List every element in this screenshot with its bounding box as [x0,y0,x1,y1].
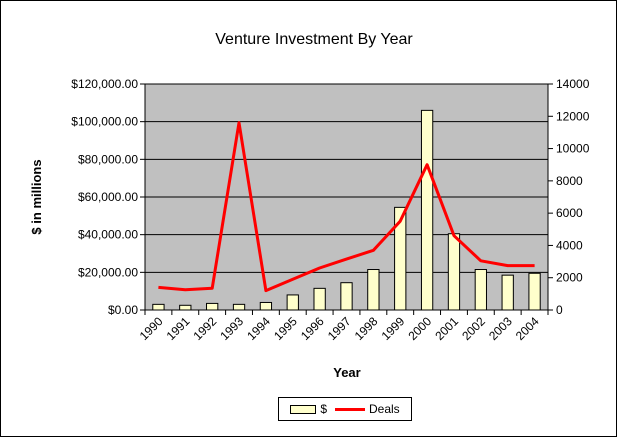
bar-1993 [232,303,246,311]
bar-2003 [501,274,514,311]
bar-2001 [447,233,461,311]
y-tick-label: $100,000.00 [71,115,138,129]
legend: $ Deals [278,397,412,421]
y2-tick-label: 10000 [556,142,590,156]
legend-label-deals: Deals [369,402,400,416]
bar-1998 [367,269,380,311]
gridlines [145,121,548,273]
legend-label-dollars: $ [320,402,327,416]
legend-swatch-line [335,407,365,411]
bar-1990 [152,303,165,311]
y-axis-right: 0 2000 4000 6000 8000 10000 12000 14000 [548,77,590,317]
y2-tick-label: 2000 [556,271,583,285]
y2-tick-label: 0 [556,303,563,317]
y-tick-label: $120,000.00 [71,77,138,91]
bar-2004 [528,272,541,311]
y2-tick-label: 6000 [556,206,583,220]
y-axis-label: $ in millions [29,159,44,234]
bar-2000 [420,109,434,311]
y2-tick-label: 8000 [556,174,583,188]
legend-swatch-bar [290,404,317,414]
y2-tick-label: 12000 [556,109,590,123]
y-tick-label: $0.00 [108,303,138,317]
bar-1999 [394,206,407,311]
legend-item-deals: Deals [335,402,400,416]
y-tick-label: $40,000.00 [78,228,138,242]
deals-line [158,121,535,293]
bar-1994 [259,301,273,311]
y2-tick-label: 14000 [556,77,590,91]
bar-1995 [286,294,299,311]
y-tick-label: $60,000.00 [78,190,138,204]
y-axis-left: $0.00 $20,000.00 $40,000.00 $60,000.00 $80,0… [71,77,145,317]
bar-1992 [206,302,219,311]
legend-item-dollars: $ [290,402,327,416]
y2-tick-label: 4000 [556,238,583,252]
bar-1997 [340,282,353,311]
y-tick-label: $80,000.00 [78,152,138,166]
bar-1991 [179,304,192,311]
chart-title: Venture Investment By Year [215,31,413,48]
bar-2002 [474,269,487,311]
x-axis-label: Year [333,365,360,380]
y-tick-label: $20,000.00 [78,265,138,279]
bar-1996 [313,287,326,311]
bar-series [152,109,541,311]
